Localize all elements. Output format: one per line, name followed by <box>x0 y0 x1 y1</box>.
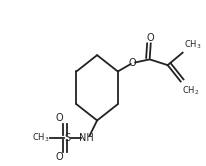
Text: CH$_3$: CH$_3$ <box>184 38 201 51</box>
Text: CH$_2$: CH$_2$ <box>182 85 199 97</box>
Text: O: O <box>55 152 63 162</box>
Text: CH$_3$: CH$_3$ <box>32 131 49 144</box>
Text: O: O <box>147 33 154 43</box>
Text: S: S <box>64 133 70 143</box>
Text: O: O <box>55 113 63 123</box>
Text: O: O <box>129 58 137 68</box>
Text: NH: NH <box>79 133 94 143</box>
